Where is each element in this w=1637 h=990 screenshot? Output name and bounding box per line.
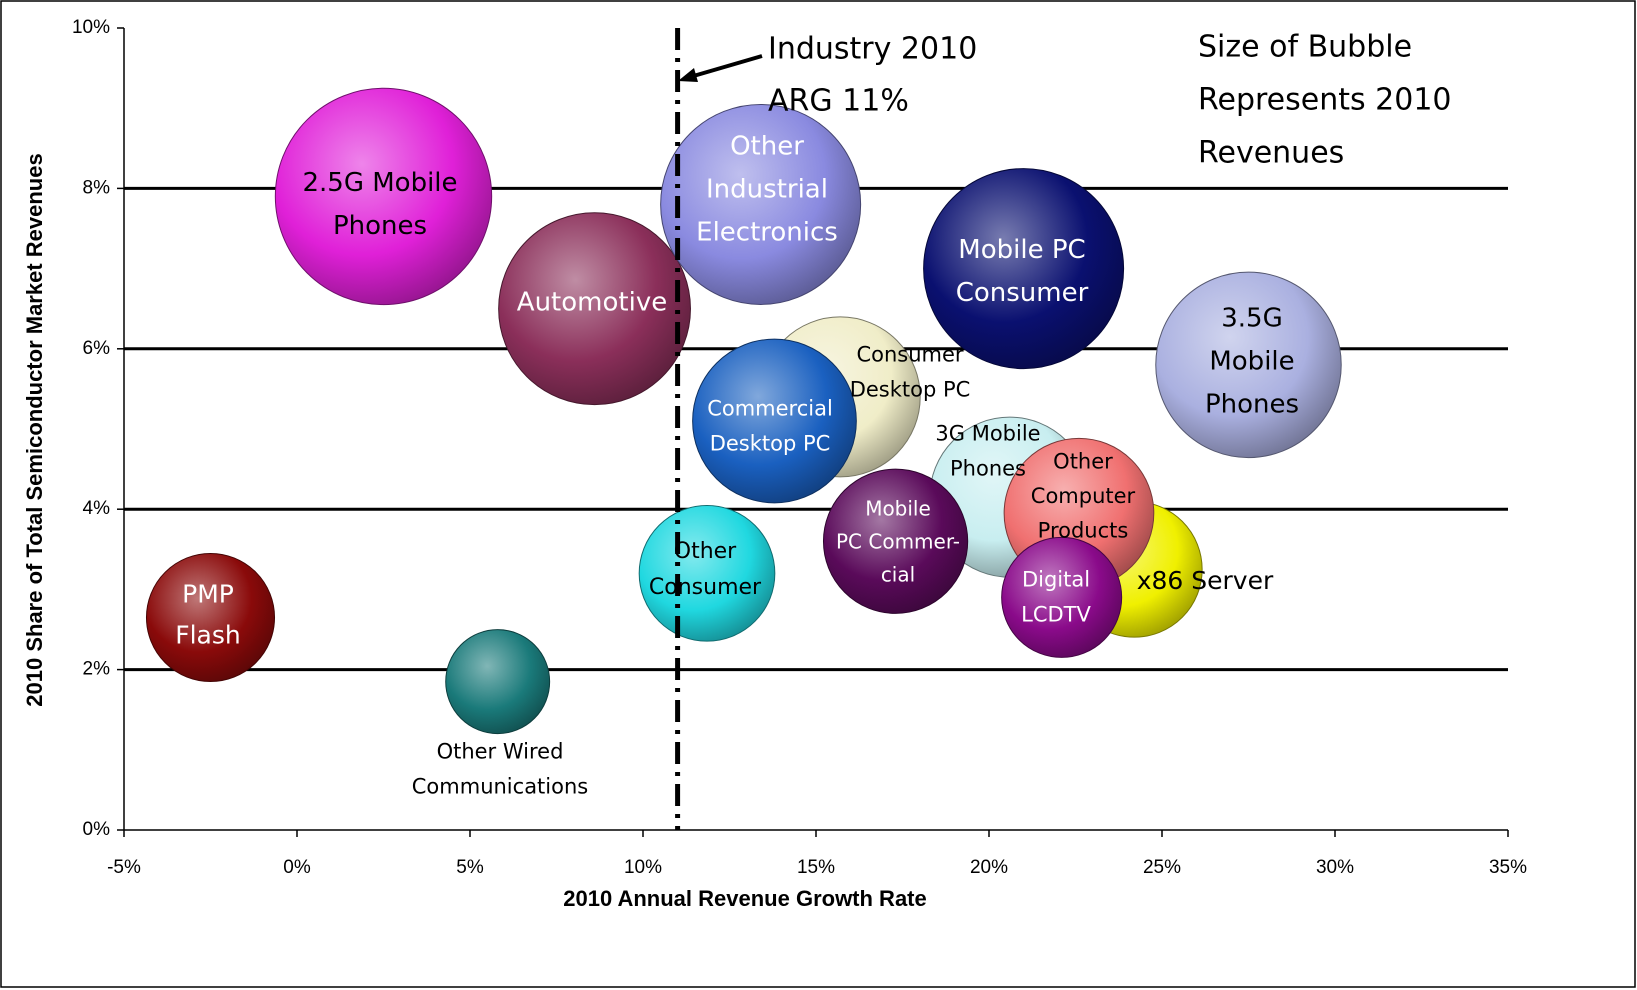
- x-tick-label: 30%: [1316, 857, 1354, 878]
- bubble: [274, 87, 493, 306]
- bubble-label: Computer: [1031, 484, 1136, 508]
- annotation: Size of Bubble: [1198, 30, 1412, 65]
- bubble-label: Mobile: [1209, 347, 1294, 377]
- x-tick-label: 0%: [283, 857, 311, 878]
- x-tick-label: 20%: [970, 857, 1008, 878]
- bubble-label: x86 Server: [1137, 566, 1274, 595]
- bubble-label: Flash: [175, 621, 241, 650]
- bubble: [822, 468, 969, 614]
- bubble-label: LCDTV: [1021, 602, 1091, 626]
- bubble: [1155, 271, 1342, 459]
- bubble-label: Consumer: [649, 575, 762, 600]
- x-tick-label: 15%: [797, 857, 835, 878]
- bubble-label: Commercial: [707, 397, 833, 421]
- bubble-label: Phones: [950, 456, 1026, 480]
- x-tick-label: 5%: [456, 857, 484, 878]
- bubble-label: Electronics: [696, 217, 838, 247]
- y-tick-label: 2%: [83, 659, 111, 680]
- bubble-label: Phones: [1205, 389, 1299, 419]
- bubble: [660, 103, 862, 305]
- bubble: [1001, 536, 1123, 658]
- x-tick-label: -5%: [107, 857, 141, 878]
- bubble-label: cial: [881, 563, 915, 587]
- bubble-label: Digital: [1022, 568, 1090, 592]
- x-tick-label: 35%: [1489, 857, 1527, 878]
- bubble-label: 3G Mobile: [935, 422, 1040, 446]
- bubble-label: Communications: [412, 774, 588, 798]
- bubble-label: Automotive: [517, 288, 667, 318]
- bubble-label: Other: [730, 132, 804, 162]
- bubble: [692, 338, 857, 504]
- bubble: [145, 552, 276, 683]
- y-tick-label: 4%: [83, 498, 111, 519]
- bubble-label: 3.5G: [1221, 304, 1283, 334]
- annotation-arrowhead: [678, 68, 698, 82]
- bubble-label: Other Wired: [437, 740, 564, 764]
- bubble: [498, 212, 691, 406]
- bubble-label: Other: [1053, 449, 1113, 473]
- x-tick-label: 25%: [1143, 857, 1181, 878]
- bubble-label: Mobile PC: [958, 235, 1085, 265]
- bubble-label: Desktop PC: [850, 377, 971, 401]
- reference-label: ARG 11%: [768, 84, 909, 119]
- x-axis-title: 2010 Annual Revenue Growth Rate: [563, 886, 927, 911]
- y-axis-title: 2010 Share of Total Semiconductor Market…: [22, 153, 47, 706]
- annotation: Revenues: [1198, 136, 1344, 171]
- bubble-label: PMP: [182, 579, 234, 608]
- bubble: [445, 629, 551, 735]
- bubble: [638, 505, 776, 642]
- bubble-label: Products: [1038, 519, 1129, 543]
- y-tick-label: 0%: [83, 819, 111, 840]
- y-tick-label: 6%: [83, 338, 111, 359]
- annotation: Represents 2010: [1198, 83, 1452, 118]
- y-tick-label: 10%: [72, 17, 110, 38]
- bubble-label: Desktop PC: [710, 431, 831, 455]
- bubble-label: 2.5G Mobile: [302, 168, 457, 198]
- reference-label: Industry 2010: [768, 32, 977, 67]
- bubble-label: Mobile: [865, 497, 931, 521]
- bubble-label: PC Commer-: [836, 530, 960, 554]
- bubble-label: Consumer: [856, 343, 963, 367]
- annotation-arrow: [689, 54, 763, 79]
- bubble-label: Industrial: [706, 175, 828, 205]
- bubble: [923, 168, 1125, 370]
- bubble-label: Consumer: [956, 278, 1089, 308]
- bubble-label: Other: [674, 539, 737, 564]
- y-tick-label: 8%: [83, 177, 111, 198]
- x-tick-label: 10%: [624, 857, 662, 878]
- bubble-label: Phones: [333, 211, 427, 241]
